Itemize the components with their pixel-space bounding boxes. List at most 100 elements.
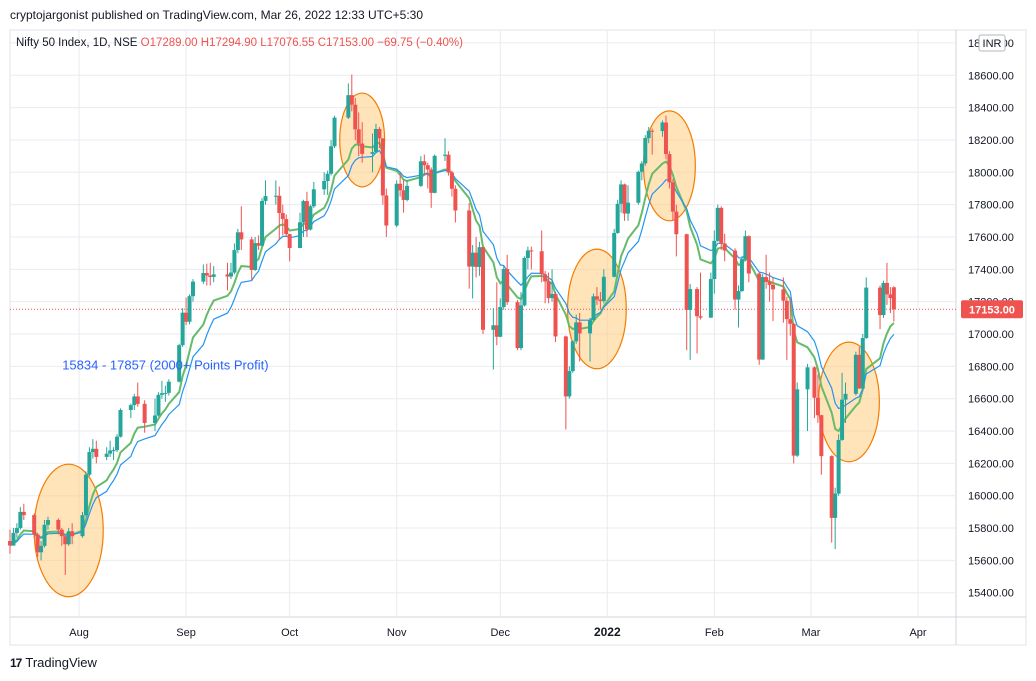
candle-body (474, 252, 479, 267)
candle-body (891, 287, 896, 310)
candle (135, 382, 140, 407)
candle-body (626, 202, 631, 214)
legend-change: −69.75 (−0.40%) (377, 37, 463, 49)
candle-body (35, 534, 40, 553)
candle (470, 245, 475, 299)
candle (353, 97, 358, 140)
candle-body (539, 251, 544, 275)
candle-body (815, 397, 820, 416)
candle (481, 246, 485, 335)
candle-body (612, 232, 617, 277)
x-tick-label: Sep (176, 627, 196, 639)
candle-body (260, 200, 265, 246)
legend: Nifty 50 Index, 1D, NSE O17289.00 H17294… (16, 37, 463, 49)
candle-body (301, 201, 306, 223)
candle (235, 228, 240, 254)
candle (446, 151, 451, 176)
candle (394, 180, 399, 228)
tradingview-logo-icon: 17 (10, 655, 22, 670)
candle-body (643, 138, 648, 164)
candle (491, 308, 496, 370)
legend-high: H17294.90 (201, 37, 260, 49)
candle (284, 214, 289, 237)
candle (87, 447, 92, 477)
candle-body (494, 325, 499, 337)
footer-brand-text: TradingView (25, 655, 97, 670)
candle-body (491, 325, 496, 330)
candle-body (90, 448, 95, 453)
candle-body (87, 452, 92, 475)
candle-body (135, 396, 140, 404)
candle (840, 372, 845, 441)
candle-body (180, 312, 185, 346)
candle-body (142, 403, 147, 423)
candle (156, 392, 161, 417)
y-tick-label: 17600.00 (968, 232, 1014, 244)
candle (708, 272, 713, 318)
candle (574, 314, 579, 344)
candle-body (619, 184, 624, 204)
published-line: cryptojargonist published on TradingView… (10, 8, 424, 22)
candle (380, 138, 385, 205)
candle (163, 385, 168, 402)
candle (515, 300, 520, 351)
candle (384, 188, 389, 237)
candle (346, 83, 351, 119)
candle (59, 528, 64, 546)
last-price-badge (961, 300, 1023, 319)
y-tick-label: 16800.00 (968, 361, 1014, 373)
y-tick-label: 17400.00 (968, 264, 1014, 276)
candle (398, 172, 403, 197)
candle (784, 296, 789, 360)
candle-body (646, 130, 651, 139)
candle (539, 230, 544, 283)
y-tick-label: 18400.00 (968, 103, 1014, 115)
candle-body (477, 247, 482, 267)
candle (843, 382, 848, 423)
publish-info: cryptojargonist published on TradingView… (10, 8, 423, 22)
candle (636, 170, 641, 205)
candle-body (695, 289, 700, 317)
candle-body (698, 316, 703, 318)
legend-open: O17289.00 (141, 37, 201, 49)
candle (591, 293, 596, 322)
candle-body (812, 367, 817, 398)
candle (159, 380, 164, 399)
candle (698, 272, 703, 320)
candle (819, 414, 824, 475)
candle-body (356, 129, 361, 144)
candle-body (771, 284, 776, 290)
candle-body (353, 104, 358, 130)
y-tick-label: 15800.00 (968, 523, 1014, 535)
candle-body (346, 95, 351, 118)
candle-body (156, 394, 161, 416)
candle (253, 236, 258, 271)
candle (443, 138, 448, 161)
candle-body (563, 336, 568, 397)
candle (788, 298, 793, 336)
candle (405, 180, 410, 202)
candle (643, 135, 648, 166)
annotation-text: 15834 - 17857 (2000+ Points Profit) (62, 358, 268, 373)
candle-body (788, 319, 793, 324)
candle (118, 408, 123, 438)
candle-body (819, 415, 824, 457)
candle-body (660, 122, 665, 132)
candle (66, 528, 71, 546)
candle (546, 272, 551, 304)
candle (529, 246, 534, 270)
candle-body (663, 122, 668, 155)
candle-body (322, 181, 327, 190)
candle (543, 270, 548, 304)
candle-body (380, 138, 385, 196)
candle (733, 248, 738, 310)
candle-body (684, 234, 689, 310)
legend-symbol: Nifty 50 Index, 1D, NSE (16, 37, 141, 49)
candle (32, 513, 37, 538)
y-tick-label: 16200.00 (968, 458, 1014, 470)
candle-body (118, 410, 123, 437)
candle (853, 351, 858, 396)
candle (260, 198, 265, 247)
candle (322, 172, 327, 195)
